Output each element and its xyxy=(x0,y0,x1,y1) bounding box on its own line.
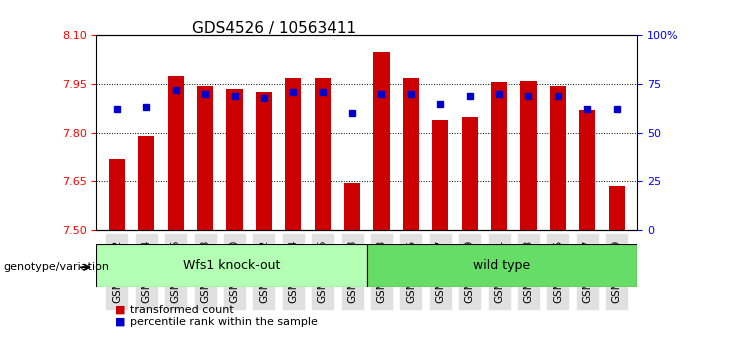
Text: genotype/variation: genotype/variation xyxy=(4,262,110,272)
Bar xyxy=(432,120,448,230)
Bar xyxy=(550,86,566,230)
Bar xyxy=(139,136,154,230)
Bar xyxy=(491,82,507,230)
Text: Wfs1 knock-out: Wfs1 knock-out xyxy=(183,259,280,272)
Text: GDS4526 / 10563411: GDS4526 / 10563411 xyxy=(192,21,356,36)
Text: ■: ■ xyxy=(115,305,125,315)
Bar xyxy=(579,110,595,230)
FancyBboxPatch shape xyxy=(367,244,637,287)
Text: ■: ■ xyxy=(115,317,125,327)
Bar xyxy=(520,81,536,230)
Bar xyxy=(197,86,213,230)
Text: wild type: wild type xyxy=(473,259,531,272)
Bar xyxy=(285,78,302,230)
Text: transformed count: transformed count xyxy=(130,305,233,315)
Bar xyxy=(109,159,125,230)
Bar xyxy=(608,186,625,230)
Bar xyxy=(344,183,360,230)
Bar xyxy=(315,78,330,230)
Bar xyxy=(227,89,242,230)
FancyBboxPatch shape xyxy=(96,244,367,287)
Bar xyxy=(462,118,478,230)
Bar xyxy=(403,78,419,230)
Text: percentile rank within the sample: percentile rank within the sample xyxy=(130,317,318,327)
Bar xyxy=(167,76,184,230)
Bar xyxy=(373,52,390,230)
Bar xyxy=(256,92,272,230)
